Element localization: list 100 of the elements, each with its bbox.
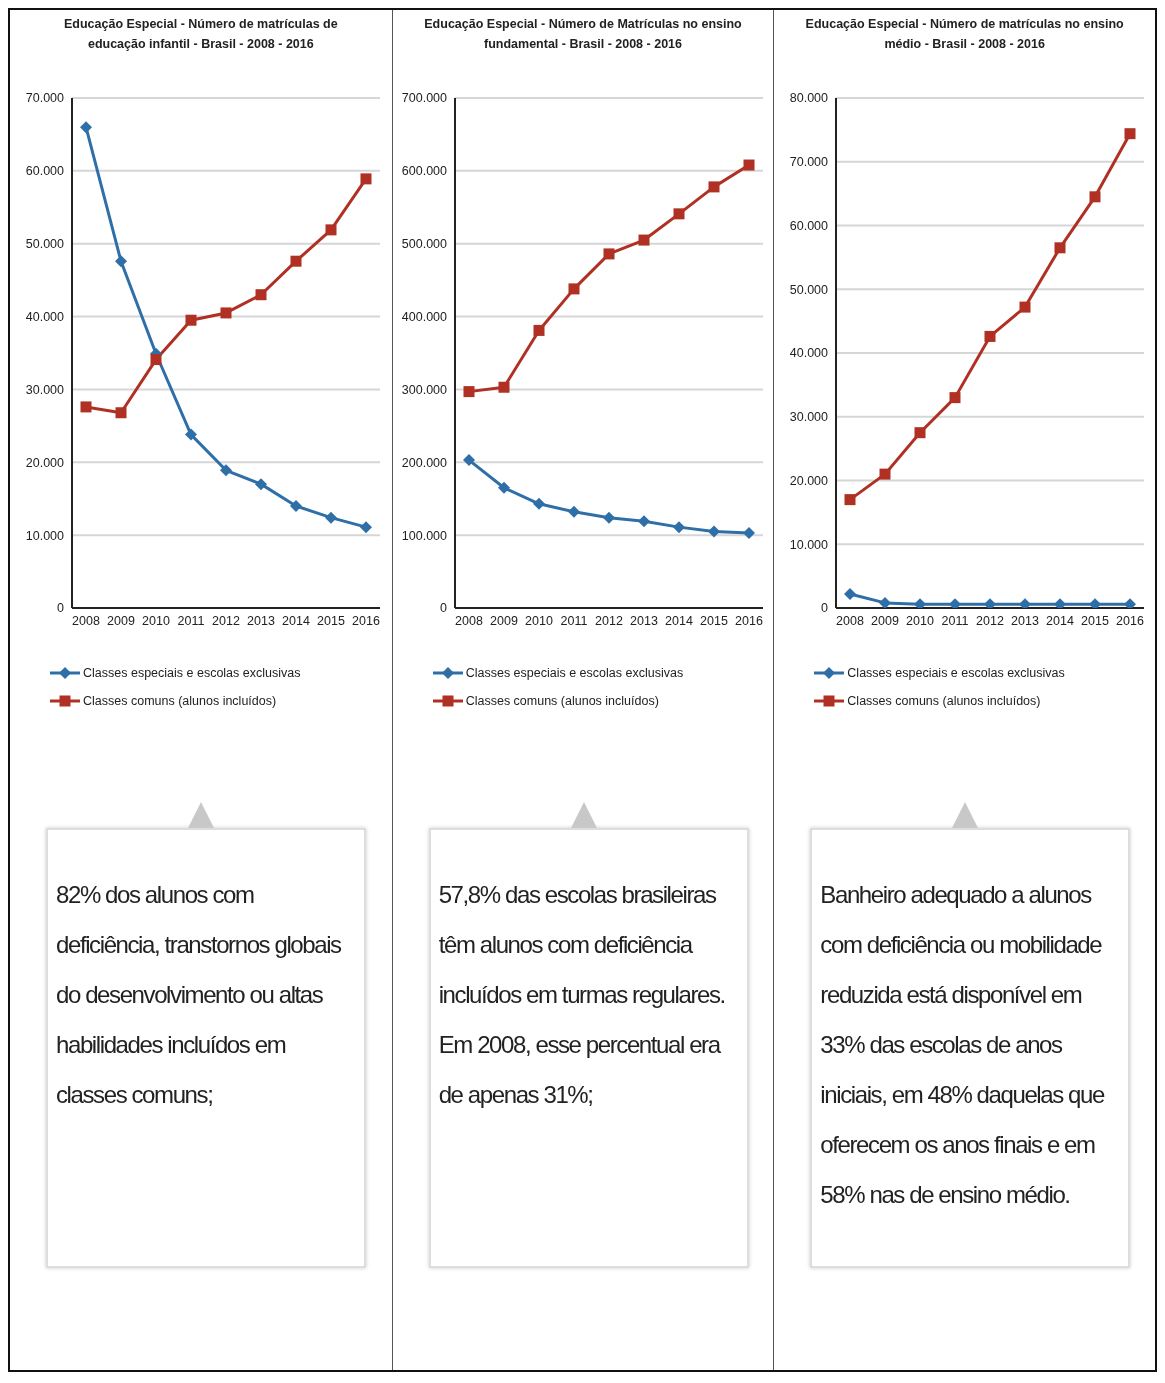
y-tick-label: 0 [821,601,829,616]
point [360,521,372,534]
y-tick-label: 40.000 [790,346,829,361]
text: 57,8% das escolas brasileiras têm alunos com deficiência incluídos em turmas regulares. Em 2008, esse percentual era de apenas 31%; [438,880,726,1110]
y-tick-label: 70.000 [790,155,829,170]
chart-title: Educação Especial - Número de matrículas de educação infantil - Brasil - 2008 - 2016 [62,16,339,53]
chart-title: Educação Especial - Número de matrículas no ensino médio - Brasil - 2008 - 2016 [804,16,1125,53]
point [115,407,127,419]
point [879,468,891,480]
point [708,181,720,193]
y-tick-label: 300.000 [401,382,447,397]
x-tick-label: 2010 [524,613,553,628]
point [462,454,475,467]
x-tick-label: 2016 [734,613,763,628]
y-tick-label: 700.000 [401,91,447,106]
point [673,208,685,220]
point [463,386,475,398]
x-tick-label: 2016 [352,613,380,628]
legend-label: Classes comuns (alunos incluídos) [465,694,659,708]
x-tick-label: 2014 [1046,613,1075,628]
x-tick-label: 2009 [871,613,900,628]
point [844,494,856,506]
y-tick-label: 10.000 [25,528,65,543]
point [80,121,92,134]
point [255,289,267,301]
x-tick-label: 2012 [976,613,1005,628]
y-tick-label: 60.000 [25,164,65,179]
point [1124,598,1137,608]
point [844,587,857,600]
x-tick-label: 2013 [247,613,275,628]
point [1124,128,1136,140]
chart-title: Educação Especial - Número de Matrículas no ensino fundamental - Brasil - 2008 - 2016 [423,16,743,53]
x-tick-label: 2012 [212,613,240,628]
x-tick-label: 2011 [560,613,588,628]
point [325,224,337,236]
x-tick-label: 2013 [629,613,658,628]
legend-label: Classes especiais e escolas exclusivas [83,666,301,680]
point [707,525,720,538]
x-tick-label: 2008 [836,613,865,628]
point [568,283,580,295]
y-tick-label: 80.000 [790,91,829,106]
point [602,511,615,524]
y-tick-label: 60.000 [790,218,829,233]
x-tick-label: 2009 [489,613,518,628]
point [80,401,92,413]
x-tick-label: 2014 [664,613,693,628]
x-tick-label: 2016 [1116,613,1145,628]
point [1054,242,1066,254]
point [532,497,545,510]
point [638,234,650,246]
y-tick-label: 30.000 [25,382,65,397]
x-tick-label: 2011 [177,613,205,628]
y-tick-label: 30.000 [790,410,829,425]
y-tick-label: 40.000 [25,310,65,325]
y-tick-label: 20.000 [790,473,829,488]
x-tick-label: 2013 [1011,613,1040,628]
point [497,481,510,494]
point [255,478,267,491]
point [115,255,127,268]
y-tick-label: 600.000 [401,164,447,179]
y-tick-label: 500.000 [401,237,447,252]
point [1019,301,1031,313]
x-tick-label: 2012 [594,613,623,628]
y-tick-label: 200.000 [401,455,447,470]
point [220,307,232,319]
x-tick-label: 2009 [107,613,135,628]
x-tick-label: 2014 [282,613,310,628]
point [743,159,755,171]
point [150,354,162,366]
legend-label: Classes comuns (alunos incluídos) [847,694,1041,708]
point [498,381,510,393]
point [185,428,197,441]
y-tick-label: 50.000 [25,237,65,252]
point [533,324,545,336]
x-tick-label: 2015 [699,613,728,628]
y-tick-label: 100.000 [401,528,447,543]
x-tick-label: 2015 [1081,613,1110,628]
y-tick-label: 10.000 [790,537,829,552]
point [672,521,685,534]
legend-label: Classes especiais e escolas exclusivas [465,666,684,680]
point [360,173,372,185]
text: 82% dos alunos com deficiência, transtornos globais do desenvolvimento ou altas habilidades incluídos em classes comuns; [56,880,342,1110]
point [567,505,580,518]
x-tick-label: 2011 [941,613,969,628]
text: Banheiro adequado a alunos com deficiência ou mobilidade reduzida está disponível em 33% das escolas de anos iniciais, em 48% daquelas que oferecem os anos finais e em 58% nas de ensino médio. [820,880,1106,1210]
point [290,500,302,512]
point [949,392,961,404]
legend-label: Classes comuns (alunos incluídos) [83,694,277,708]
y-tick-label: 70.000 [25,91,65,106]
legend-label: Classes especiais e escolas exclusivas [847,666,1065,680]
point [603,248,615,260]
point [220,464,232,477]
y-tick-label: 50.000 [790,282,829,297]
y-tick-label: 20.000 [25,455,65,470]
point [325,511,337,524]
point [1089,191,1101,203]
x-tick-label: 2008 [72,613,100,628]
point [290,255,302,267]
x-tick-label: 2010 [142,613,170,628]
y-tick-label: 0 [57,601,65,616]
